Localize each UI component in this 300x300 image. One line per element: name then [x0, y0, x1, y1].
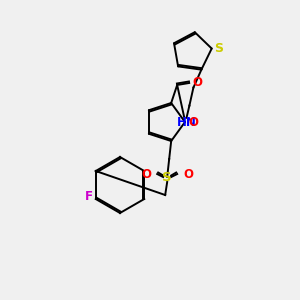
- Text: O: O: [188, 116, 198, 128]
- Text: F: F: [85, 190, 93, 203]
- Text: O: O: [192, 76, 202, 89]
- Text: O: O: [183, 167, 193, 181]
- Text: S: S: [162, 170, 172, 184]
- Text: HN: HN: [176, 116, 196, 129]
- Text: S: S: [214, 42, 223, 55]
- Text: O: O: [141, 167, 151, 181]
